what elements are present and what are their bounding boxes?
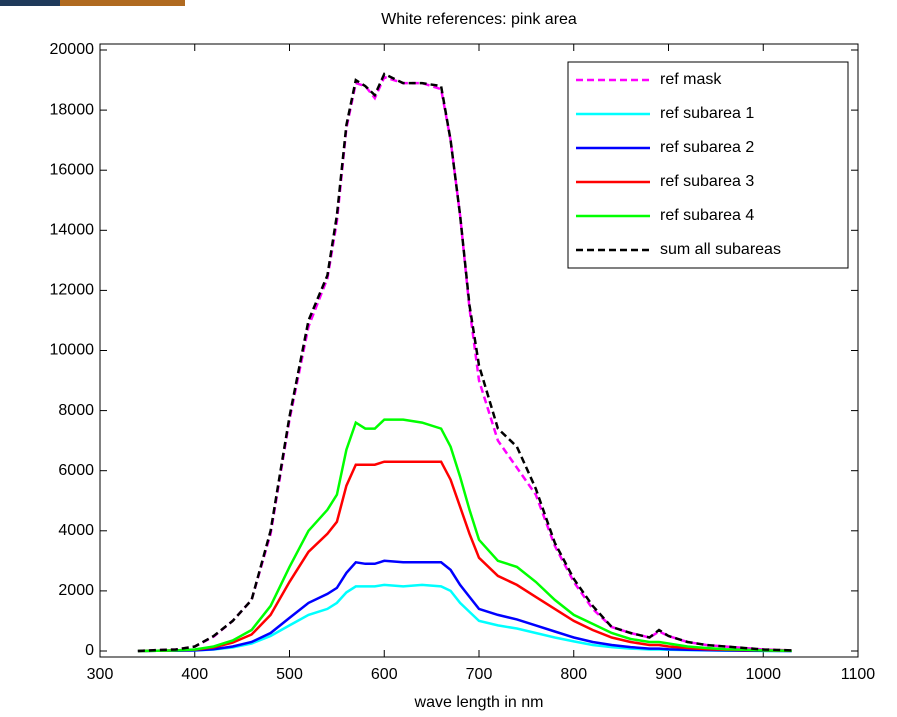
x-tick-label: 500	[276, 666, 303, 683]
x-tick-label: 700	[466, 666, 493, 683]
x-tick-label: 600	[371, 666, 398, 683]
x-axis-label: wave length in nm	[414, 694, 544, 711]
y-tick-label: 16000	[50, 161, 95, 178]
y-tick-label: 18000	[50, 101, 95, 118]
x-tick-label: 900	[655, 666, 682, 683]
y-tick-label: 2000	[58, 582, 94, 599]
image-fragment	[60, 0, 185, 6]
y-tick-label: 14000	[50, 222, 95, 239]
series-line	[137, 559, 792, 653]
series-line	[137, 72, 792, 653]
legend-label: ref subarea 4	[660, 207, 754, 224]
legend-box	[567, 61, 849, 269]
x-tick-label: 1100	[841, 666, 876, 683]
legend-label: ref mask	[660, 71, 722, 88]
y-tick-label: 6000	[58, 462, 94, 479]
axes-box	[99, 43, 859, 658]
legend-label: ref subarea 3	[660, 173, 754, 190]
legend-label: sum all subareas	[660, 241, 781, 258]
y-tick-label: 10000	[50, 342, 95, 359]
y-tick-label: 12000	[50, 282, 95, 299]
y-tick-label: 8000	[58, 402, 94, 419]
x-tick-label: 400	[181, 666, 208, 683]
series-line	[137, 418, 792, 653]
y-tick-label: 20000	[50, 41, 95, 58]
y-tick-label: 0	[85, 642, 94, 659]
y-tick-label: 4000	[58, 522, 94, 539]
chart-title: White references: pink area	[381, 11, 577, 28]
series-line	[137, 460, 792, 653]
x-tick-label: 800	[560, 666, 587, 683]
legend-label: ref subarea 1	[660, 105, 754, 122]
x-tick-label: 1000	[745, 666, 781, 683]
legend-label: ref subarea 2	[660, 139, 754, 156]
x-tick-label: 300	[87, 666, 114, 683]
